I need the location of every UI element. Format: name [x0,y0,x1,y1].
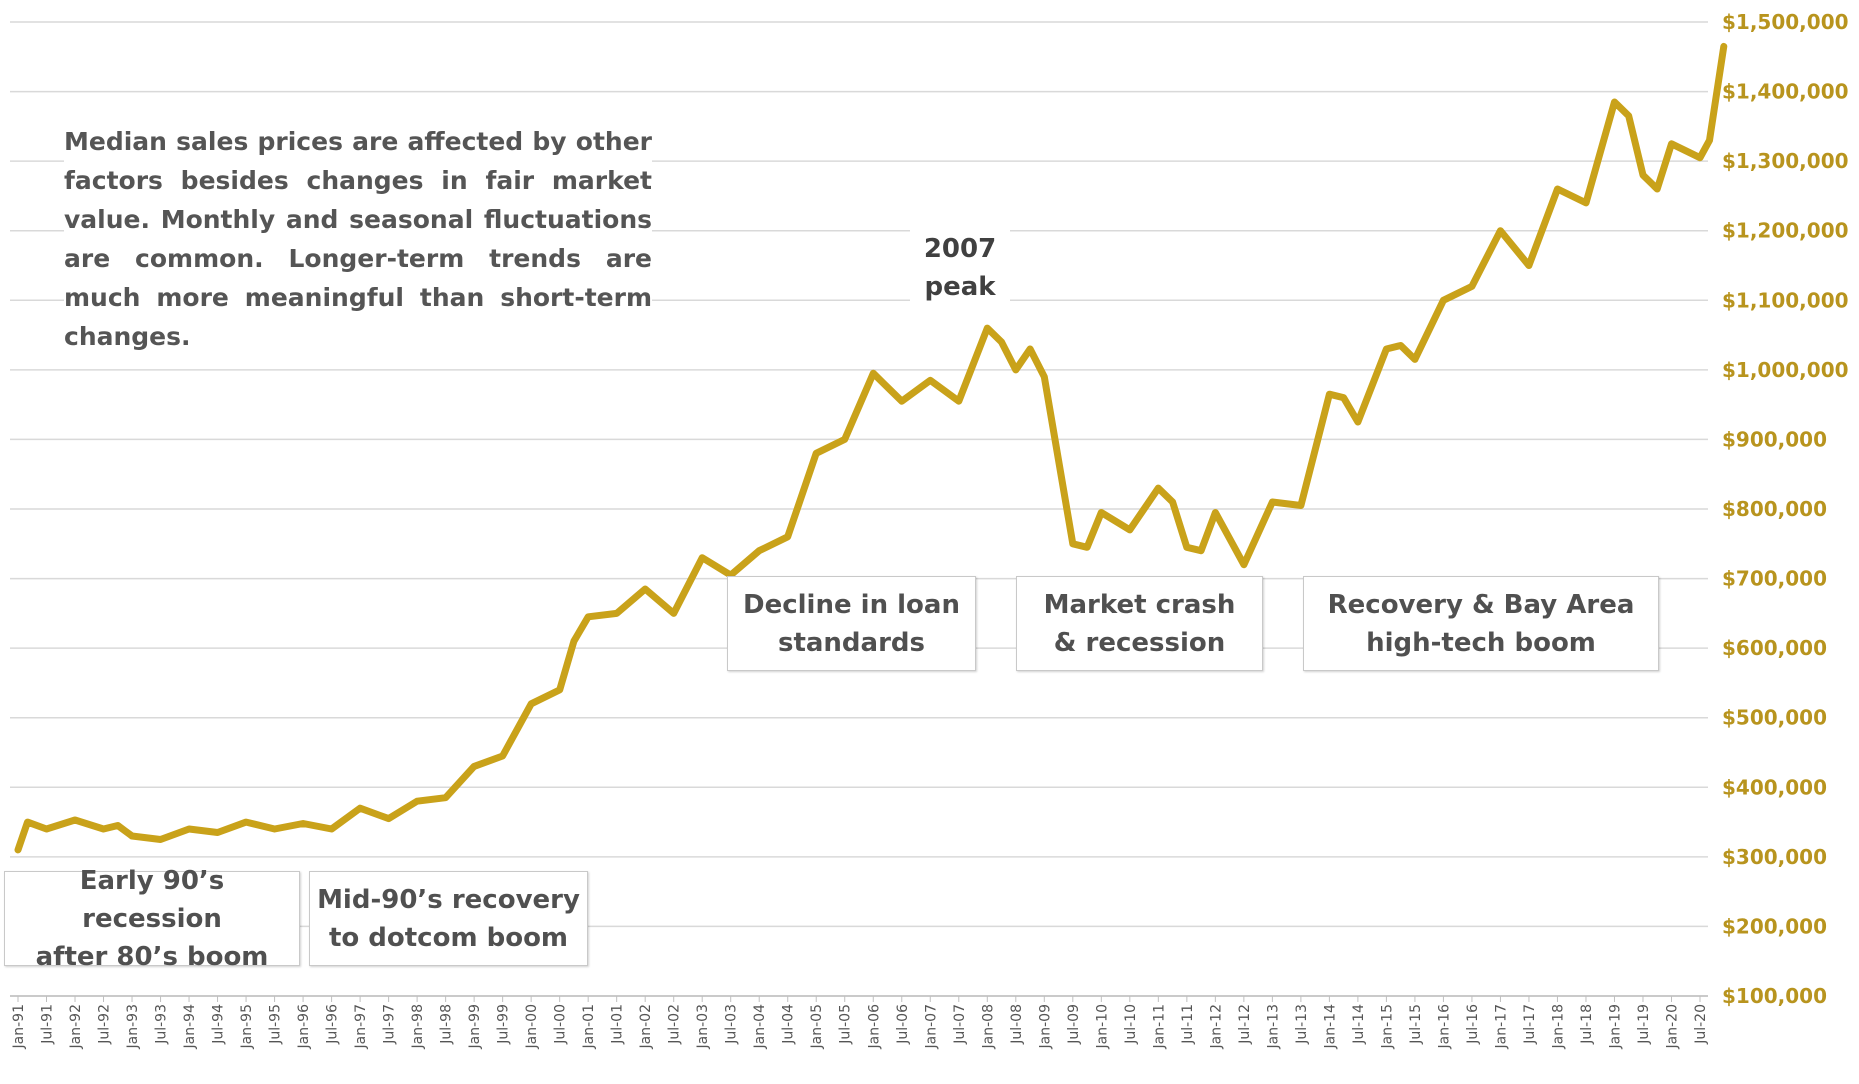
x-tick-label: Jan-13 [1265,1004,1281,1049]
x-tick-label: Jan-08 [980,1004,996,1049]
x-tick-label: Jul-96 [325,1004,341,1045]
x-tick-label: Jul-10 [1123,1004,1139,1045]
x-tick-label: Jul-92 [97,1004,113,1045]
y-tick-label: $1,500,000 [1722,10,1849,34]
y-axis-tick-labels: $100,000 $200,000 $300,000 $400,000 $500,000… [1722,10,1849,1008]
peak-annotation-year: 2007 [923,234,997,264]
annotation-box-recovery-line2: high-tech boom [1366,627,1596,658]
x-tick-label: Jul-94 [211,1004,227,1045]
x-tick-label: Jan-01 [581,1004,597,1049]
x-tick-label: Jan-05 [809,1004,825,1049]
annotation-box-mid-90s-line2: to dotcom boom [328,922,569,953]
x-tick-label: Jan-93 [125,1004,141,1049]
median-price-series-line [14,42,1728,854]
x-tick-label: Jul-12 [1237,1004,1253,1045]
annotation-box-market-crash: Market crash & recession [1016,576,1263,671]
disclaimer-note: Median sales prices are affected by othe… [64,122,652,356]
x-tick-label: Jul-04 [781,1004,797,1045]
x-tick-label: Jul-93 [154,1004,170,1045]
x-tick-label: Jul-07 [952,1004,968,1045]
x-tick-label: Jul-11 [1180,1004,1196,1045]
x-tick-label: Jan-00 [524,1004,540,1049]
x-tick-label: Jan-10 [1094,1004,1110,1049]
annotation-box-market-crash-line1: Market crash [1043,589,1236,620]
x-tick-label: Jul-14 [1351,1004,1367,1045]
x-tick-label: Jan-06 [866,1004,882,1050]
x-tick-label: Jan-11 [1151,1004,1167,1049]
x-tick-label: Jan-18 [1550,1004,1566,1049]
annotation-box-early-90s: Early 90’s recession after 80’s boom [4,866,300,972]
annotation-box-loan-standards-line1: Decline in loan [743,589,960,620]
annotation-box-market-crash-line2: & recession [1053,627,1226,658]
x-tick-label: Jul-20 [1693,1004,1709,1045]
y-tick-label: $1,200,000 [1722,219,1849,243]
x-tick-label: Jan-98 [410,1004,426,1049]
annotation-box-loan-standards-line2: standards [777,627,925,658]
annotation-box-mid-90s-line1: Mid-90’s recovery [317,884,580,915]
x-tick-label: Jan-14 [1322,1004,1338,1050]
annotation-box-recovery: Recovery & Bay Area high-tech boom [1303,576,1659,671]
y-tick-label: $400,000 [1722,775,1827,799]
annotation-box-loan-standards: Decline in loan standards [727,576,976,671]
x-tick-label: Jan-07 [923,1004,939,1049]
x-tick-label: Jul-02 [667,1004,683,1045]
x-tick-label: Jan-17 [1493,1004,1509,1049]
x-tick-label: Jul-01 [610,1004,626,1045]
x-tick-label: Jan-03 [695,1004,711,1049]
y-tick-label: $200,000 [1722,914,1827,938]
x-tick-label: Jul-00 [553,1004,569,1045]
x-tick-label: Jul-19 [1636,1004,1652,1045]
x-tick-label: Jul-09 [1066,1004,1082,1045]
annotation-box-recovery-line1: Recovery & Bay Area [1327,589,1635,620]
x-tick-label: Jan-91 [11,1004,27,1049]
annotation-box-early-90s-line1: Early 90’s recession [79,865,225,934]
x-tick-label: Jan-99 [467,1004,483,1049]
x-tick-label: Jul-03 [724,1004,740,1045]
y-tick-label: $1,000,000 [1722,358,1849,382]
x-axis-tick-labels: Jan-91 Jul-91 Jan-92 Jul-92 Jan-93 Jul-93 Jan-… [11,996,1709,1049]
x-tick-label: Jan-19 [1607,1004,1623,1049]
x-tick-label: Jan-20 [1664,1004,1680,1049]
x-tick-label: Jan-02 [638,1004,654,1049]
x-tick-label: Jul-06 [895,1004,911,1045]
x-tick-label: Jan-96 [296,1004,312,1050]
x-tick-label: Jan-09 [1037,1004,1053,1049]
x-tick-label: Jul-05 [838,1004,854,1045]
x-tick-label: Jan-97 [353,1004,369,1049]
x-tick-label: Jan-92 [68,1004,84,1049]
x-tick-label: Jan-04 [752,1004,768,1050]
peak-annotation: 2007 peak [910,230,1010,306]
x-tick-label: Jan-12 [1208,1004,1224,1049]
y-tick-label: $300,000 [1722,845,1827,869]
x-tick-label: Jul-95 [268,1004,284,1045]
annotation-box-early-90s-line2: after 80’s boom [35,941,269,972]
y-tick-label: $700,000 [1722,567,1827,591]
y-tick-label: $800,000 [1722,497,1827,521]
annotation-box-mid-90s: Mid-90’s recovery to dotcom boom [309,871,588,966]
y-tick-label: $600,000 [1722,636,1827,660]
x-tick-label: Jul-97 [382,1004,398,1045]
y-tick-label: $100,000 [1722,984,1827,1008]
x-tick-label: Jul-18 [1579,1004,1595,1045]
x-tick-label: Jul-16 [1465,1004,1481,1045]
x-tick-label: Jan-95 [239,1004,255,1049]
x-tick-label: Jul-15 [1408,1004,1424,1045]
y-tick-label: $1,400,000 [1722,80,1849,104]
x-tick-label: Jan-15 [1379,1004,1395,1049]
x-tick-label: Jan-16 [1436,1004,1452,1050]
y-tick-label: $900,000 [1722,427,1827,451]
x-tick-label: Jul-13 [1294,1004,1310,1045]
x-tick-label: Jul-99 [496,1004,512,1045]
x-tick-label: Jul-17 [1522,1004,1538,1045]
x-tick-label: Jul-98 [439,1004,455,1045]
peak-annotation-label: peak [924,272,996,302]
y-tick-label: $500,000 [1722,706,1827,730]
x-tick-label: Jan-94 [182,1004,198,1050]
y-tick-label: $1,300,000 [1722,149,1849,173]
x-tick-label: Jul-08 [1009,1004,1025,1045]
x-tick-label: Jul-91 [40,1004,56,1045]
y-tick-label: $1,100,000 [1722,288,1849,312]
